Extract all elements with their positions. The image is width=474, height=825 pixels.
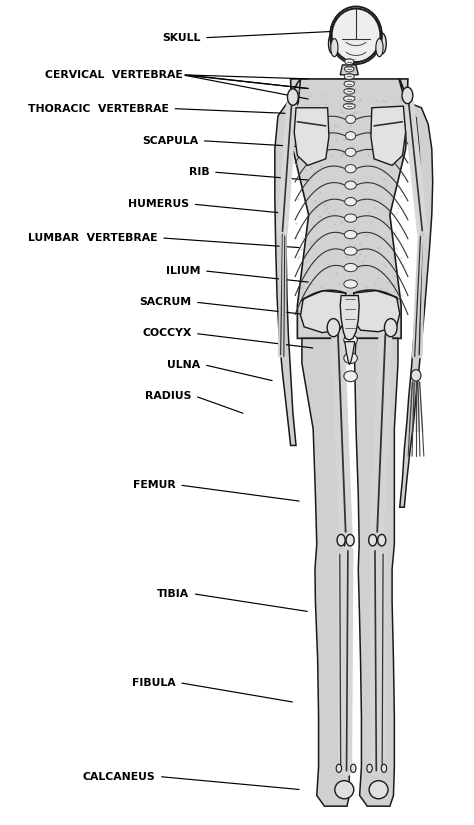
Ellipse shape	[345, 148, 356, 157]
Ellipse shape	[346, 132, 356, 140]
Ellipse shape	[402, 87, 413, 104]
Ellipse shape	[336, 764, 342, 772]
Polygon shape	[340, 295, 359, 340]
Ellipse shape	[287, 89, 298, 106]
Polygon shape	[291, 79, 408, 338]
Polygon shape	[275, 79, 301, 446]
Text: COCCYX: COCCYX	[142, 328, 191, 338]
Text: CALCANEUS: CALCANEUS	[82, 771, 155, 781]
Ellipse shape	[378, 535, 386, 546]
Ellipse shape	[344, 247, 357, 255]
Text: SCAPULA: SCAPULA	[142, 135, 198, 146]
Polygon shape	[345, 342, 355, 365]
Ellipse shape	[344, 280, 357, 288]
Ellipse shape	[327, 318, 340, 337]
Ellipse shape	[337, 535, 345, 546]
Polygon shape	[301, 290, 346, 332]
Ellipse shape	[378, 33, 386, 54]
Text: THORACIC  VERTEBRAE: THORACIC VERTEBRAE	[28, 104, 169, 114]
Polygon shape	[355, 338, 398, 806]
Polygon shape	[354, 290, 400, 332]
Ellipse shape	[345, 66, 354, 72]
Ellipse shape	[344, 353, 357, 364]
Ellipse shape	[345, 197, 356, 205]
Ellipse shape	[330, 7, 382, 64]
Ellipse shape	[331, 39, 338, 57]
Ellipse shape	[376, 39, 383, 57]
Ellipse shape	[344, 335, 357, 346]
Text: CERVICAL  VERTEBRAE: CERVICAL VERTEBRAE	[45, 70, 182, 80]
Ellipse shape	[369, 780, 388, 799]
Ellipse shape	[381, 764, 387, 772]
Ellipse shape	[345, 214, 356, 222]
Ellipse shape	[335, 780, 354, 799]
Polygon shape	[302, 338, 349, 806]
Ellipse shape	[345, 59, 354, 64]
Ellipse shape	[344, 96, 355, 101]
Ellipse shape	[344, 88, 355, 94]
Text: SKULL: SKULL	[162, 33, 201, 43]
Text: HUMERUS: HUMERUS	[128, 199, 189, 209]
Text: SACRUM: SACRUM	[139, 297, 191, 307]
Ellipse shape	[344, 299, 357, 309]
Text: ULNA: ULNA	[167, 360, 201, 370]
Text: ILIUM: ILIUM	[166, 266, 201, 276]
Text: RADIUS: RADIUS	[145, 391, 191, 401]
Text: LUMBAR  VERTEBRAE: LUMBAR VERTEBRAE	[28, 233, 157, 243]
Ellipse shape	[344, 371, 357, 382]
Ellipse shape	[344, 317, 357, 328]
Ellipse shape	[343, 103, 355, 109]
Text: RIB: RIB	[189, 167, 210, 177]
Ellipse shape	[345, 181, 356, 189]
Ellipse shape	[344, 81, 355, 87]
Polygon shape	[294, 108, 329, 166]
Ellipse shape	[332, 8, 380, 62]
Ellipse shape	[369, 535, 377, 546]
Ellipse shape	[367, 764, 372, 772]
Text: FIBULA: FIBULA	[132, 677, 175, 688]
Polygon shape	[399, 79, 433, 507]
Ellipse shape	[346, 535, 354, 546]
Text: FEMUR: FEMUR	[133, 480, 175, 490]
Ellipse shape	[346, 116, 356, 124]
Polygon shape	[371, 106, 406, 166]
Text: TIBIA: TIBIA	[157, 589, 189, 599]
Ellipse shape	[328, 33, 337, 54]
Ellipse shape	[384, 318, 397, 337]
Ellipse shape	[344, 73, 354, 79]
Ellipse shape	[344, 296, 357, 304]
Ellipse shape	[345, 230, 357, 238]
Ellipse shape	[351, 764, 356, 772]
Polygon shape	[340, 65, 358, 75]
Ellipse shape	[411, 370, 421, 381]
Ellipse shape	[345, 165, 356, 172]
Ellipse shape	[344, 263, 357, 271]
